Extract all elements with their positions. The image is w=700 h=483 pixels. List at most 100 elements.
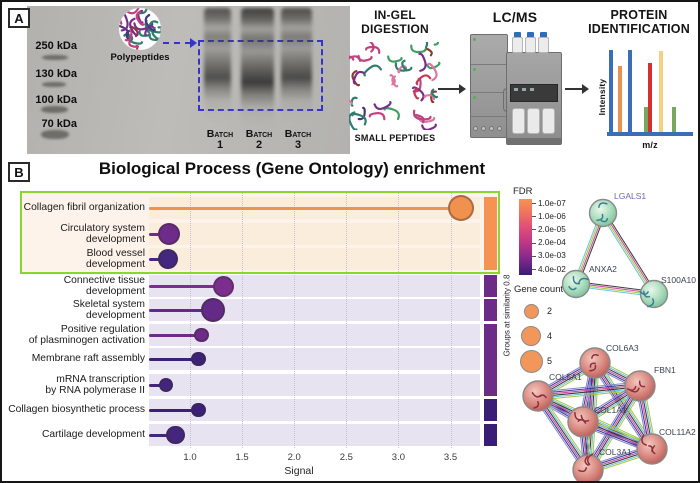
marker-band	[41, 106, 68, 113]
network-node-label: COL3A1	[599, 447, 632, 457]
peptide-squiggle	[418, 52, 427, 72]
network-node-label: COL6A3	[606, 343, 639, 353]
category-label: Collagen biosynthetic process	[8, 404, 145, 415]
canister	[542, 108, 555, 134]
lollipop-stem	[149, 357, 199, 361]
category-label-line: development	[86, 233, 145, 245]
cabinet-base	[507, 138, 561, 144]
row-band	[149, 248, 480, 270]
network-edge	[537, 383, 640, 395]
peptide-squiggle	[423, 94, 436, 101]
category-label: Membrane raft assembly	[8, 353, 145, 364]
lollipop-stem	[149, 284, 224, 288]
panel-b-label: B	[8, 162, 30, 182]
gridline	[346, 193, 348, 448]
peptide-squiggle	[139, 8, 148, 15]
tower-divider	[471, 92, 507, 93]
gridline	[450, 193, 452, 448]
marker-band	[42, 55, 68, 60]
category-label-line: by RNA polymerase II	[45, 384, 145, 396]
group-bar	[484, 399, 497, 421]
x-tick-label: 2.5	[339, 452, 353, 463]
fdr-tick-label: 1.0e-06	[538, 211, 566, 221]
network-node	[522, 380, 554, 412]
category-label-line: development	[86, 309, 145, 321]
lollipop-point	[212, 275, 234, 297]
network-edge	[538, 387, 641, 399]
peptide-squiggle	[424, 47, 433, 57]
lollipop-point	[200, 298, 225, 322]
tower-knob	[489, 126, 494, 131]
spectrum-x-axis-label: m/z	[642, 140, 658, 150]
marker-label: 250 kDa	[35, 40, 77, 52]
batch-number: 1	[216, 139, 224, 151]
bottle-cap	[540, 32, 547, 38]
network-node-label: S100A10	[661, 275, 696, 285]
network-edge	[595, 362, 654, 449]
marker-label: 70 kDa	[41, 118, 77, 130]
peptide-squiggle	[124, 29, 133, 42]
fdr-tick-dash	[532, 242, 536, 244]
group-bar	[484, 299, 497, 321]
small-peptides-illustration	[349, 42, 441, 130]
peptide-squiggle	[430, 90, 437, 104]
node-structure-squiggle	[638, 380, 646, 388]
groups-axis-label: Groups at similarity 0.8	[502, 274, 512, 357]
category-label: Skeletal system development	[8, 299, 145, 321]
row-band	[149, 324, 480, 346]
marker-band	[41, 130, 69, 139]
lollipop-stem	[149, 206, 461, 210]
row-band	[149, 399, 480, 421]
category-label-line: Cartilage development	[41, 429, 145, 440]
lollipop-point	[159, 378, 174, 392]
network-node-label: COL5A1	[549, 372, 582, 382]
batch-label: Batch 1	[200, 128, 240, 151]
network-node	[572, 454, 604, 481]
gene-count-value: 4	[547, 331, 553, 341]
category-label: mRNA transcription by RNA polymerase II	[8, 374, 145, 396]
string-network-bottom: COL6A3 FBN1 COL5A1 COL1A1 COL11A2 COL3A1	[522, 343, 696, 481]
category-label: Connective tissue development	[8, 275, 145, 297]
gel-lane-smear	[281, 8, 312, 124]
peptide-squiggle	[349, 99, 353, 105]
network-node-label: LGALS1	[614, 191, 646, 201]
fdr-tick-dash	[532, 269, 536, 270]
panel-a-label: A	[8, 8, 30, 28]
network-node-label: FBN1	[654, 365, 676, 375]
network-edge	[604, 211, 657, 294]
mass-spectrum-chart: Intensity m/z	[597, 38, 698, 150]
gridline	[190, 193, 191, 448]
x-tick-label: 1.0	[183, 452, 197, 463]
marker-band	[42, 82, 66, 87]
gridline	[294, 193, 296, 448]
category-label: Blood vessel development	[8, 248, 145, 270]
spectrum-bar	[659, 51, 663, 132]
gene-count-circle	[521, 326, 541, 346]
polypeptides-arrow-head	[190, 38, 197, 48]
bottle-cap	[514, 32, 521, 38]
group-bar	[484, 424, 497, 446]
row-band	[149, 223, 480, 245]
fdr-tick-label: 2.0e-04	[538, 238, 566, 248]
peptide-squiggle	[425, 42, 429, 49]
network-edge	[538, 386, 641, 398]
peptide-squiggle	[369, 42, 375, 53]
lcms-instrument-illustration	[468, 32, 564, 145]
lollipop-point	[191, 351, 206, 367]
x-tick-label: 3.5	[443, 452, 458, 463]
spectrum-bar	[672, 107, 676, 132]
peptide-squiggle	[357, 106, 366, 121]
node-structure-squiggle	[584, 455, 589, 466]
lollipop-stem	[149, 383, 167, 387]
gene-count-legend-title: Gene count	[514, 284, 564, 295]
marker-label: 100 kDa	[35, 94, 77, 106]
peptide-squiggle	[401, 59, 407, 71]
peptide-squiggle	[350, 96, 358, 107]
category-label-line: development	[86, 258, 145, 270]
network-edge	[537, 384, 640, 396]
group-bar	[484, 197, 497, 270]
window-light	[522, 88, 526, 91]
digestion-to-lcms-arrow-head	[459, 84, 466, 94]
peptide-squiggle	[427, 62, 438, 82]
peptide-squiggle	[433, 42, 440, 46]
